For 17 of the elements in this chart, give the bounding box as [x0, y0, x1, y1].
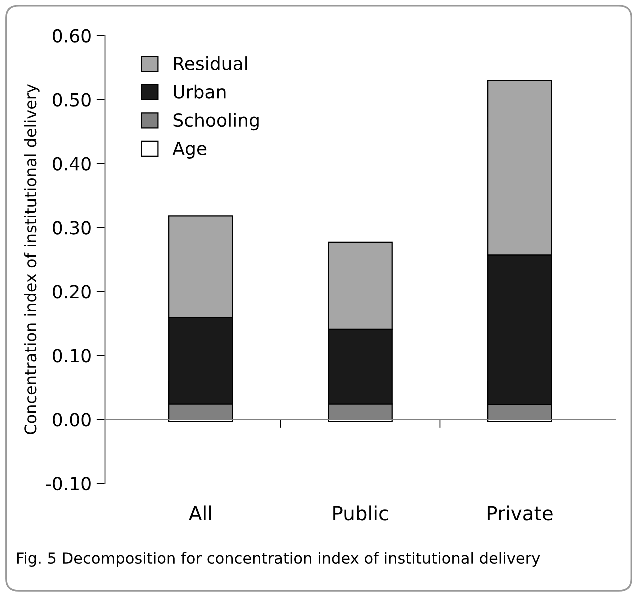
- y-tick-label: 0.30: [53, 221, 91, 235]
- x-tick-label: All: [189, 506, 212, 520]
- y-tick-label: 0.10: [53, 349, 91, 363]
- caption: Fig. 5 Decomposition for concentration index of institutional delivery: [17, 552, 540, 568]
- legend-label: Schooling: [174, 113, 259, 131]
- y-tick-label: -0.10: [46, 477, 91, 491]
- x-tick-label: Public: [334, 506, 388, 521]
- y-tick-label: 0.20: [53, 285, 91, 299]
- legend-label: Residual: [174, 56, 248, 71]
- legend-label: Urban: [174, 84, 226, 99]
- x-tick-label: Private: [488, 506, 553, 521]
- y-axis-title: Concentration index of institutional delivery: [24, 84, 40, 434]
- y-tick-label: 0.40: [53, 157, 91, 171]
- y-tick-label: 0.60: [53, 29, 91, 43]
- y-tick-label: 0.00: [53, 413, 91, 427]
- y-tick-label: 0.50: [53, 93, 91, 107]
- legend-label: Age: [172, 142, 207, 159]
